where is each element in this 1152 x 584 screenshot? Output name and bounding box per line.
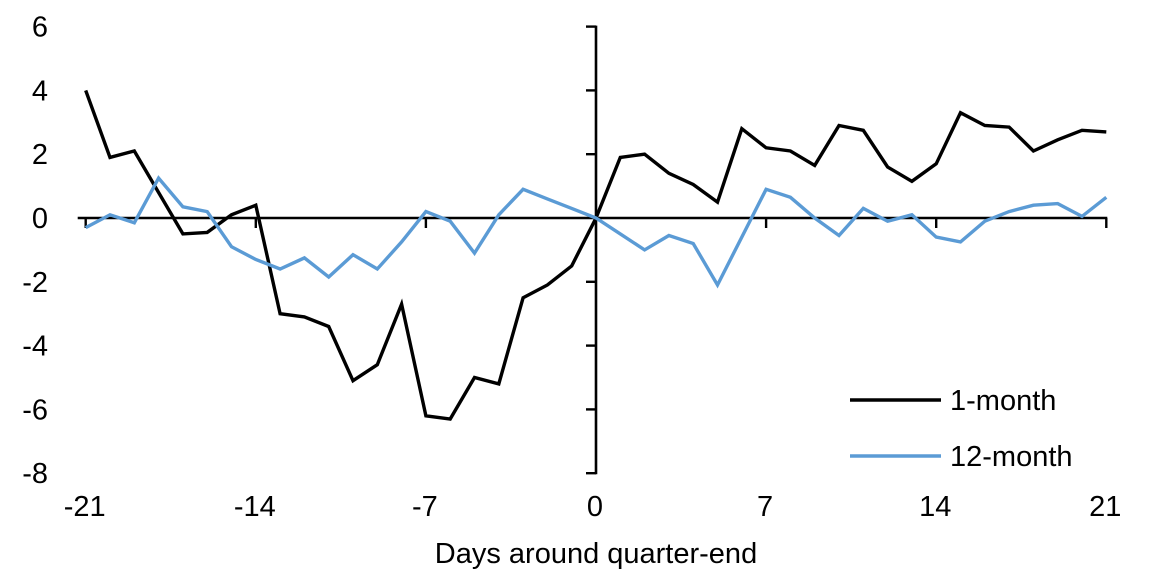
x-tick-label: -14 bbox=[234, 491, 276, 523]
x-axis-title: Days around quarter-end bbox=[435, 538, 757, 570]
y-tick-label: -4 bbox=[22, 331, 48, 363]
x-tick-label: 7 bbox=[757, 491, 773, 523]
x-tick-label: 14 bbox=[919, 491, 951, 523]
y-tick-label: 2 bbox=[32, 139, 48, 171]
y-tick-label: 0 bbox=[32, 203, 48, 235]
x-tick-label: 21 bbox=[1089, 491, 1121, 523]
x-tick-label: 0 bbox=[587, 491, 603, 523]
y-tick-label: 6 bbox=[32, 12, 48, 44]
series-line-12-month bbox=[84, 175, 1108, 289]
legend-label-12-month: 12-month bbox=[950, 441, 1073, 473]
legend-label-1-month: 1-month bbox=[950, 385, 1056, 417]
y-tick-label: 4 bbox=[32, 75, 48, 107]
x-tick-label: -7 bbox=[412, 491, 438, 523]
y-tick-label: -8 bbox=[22, 458, 48, 490]
y-tick-label: -2 bbox=[22, 267, 48, 299]
x-tick-label: -21 bbox=[64, 491, 106, 523]
y-tick-label: -6 bbox=[22, 394, 48, 426]
